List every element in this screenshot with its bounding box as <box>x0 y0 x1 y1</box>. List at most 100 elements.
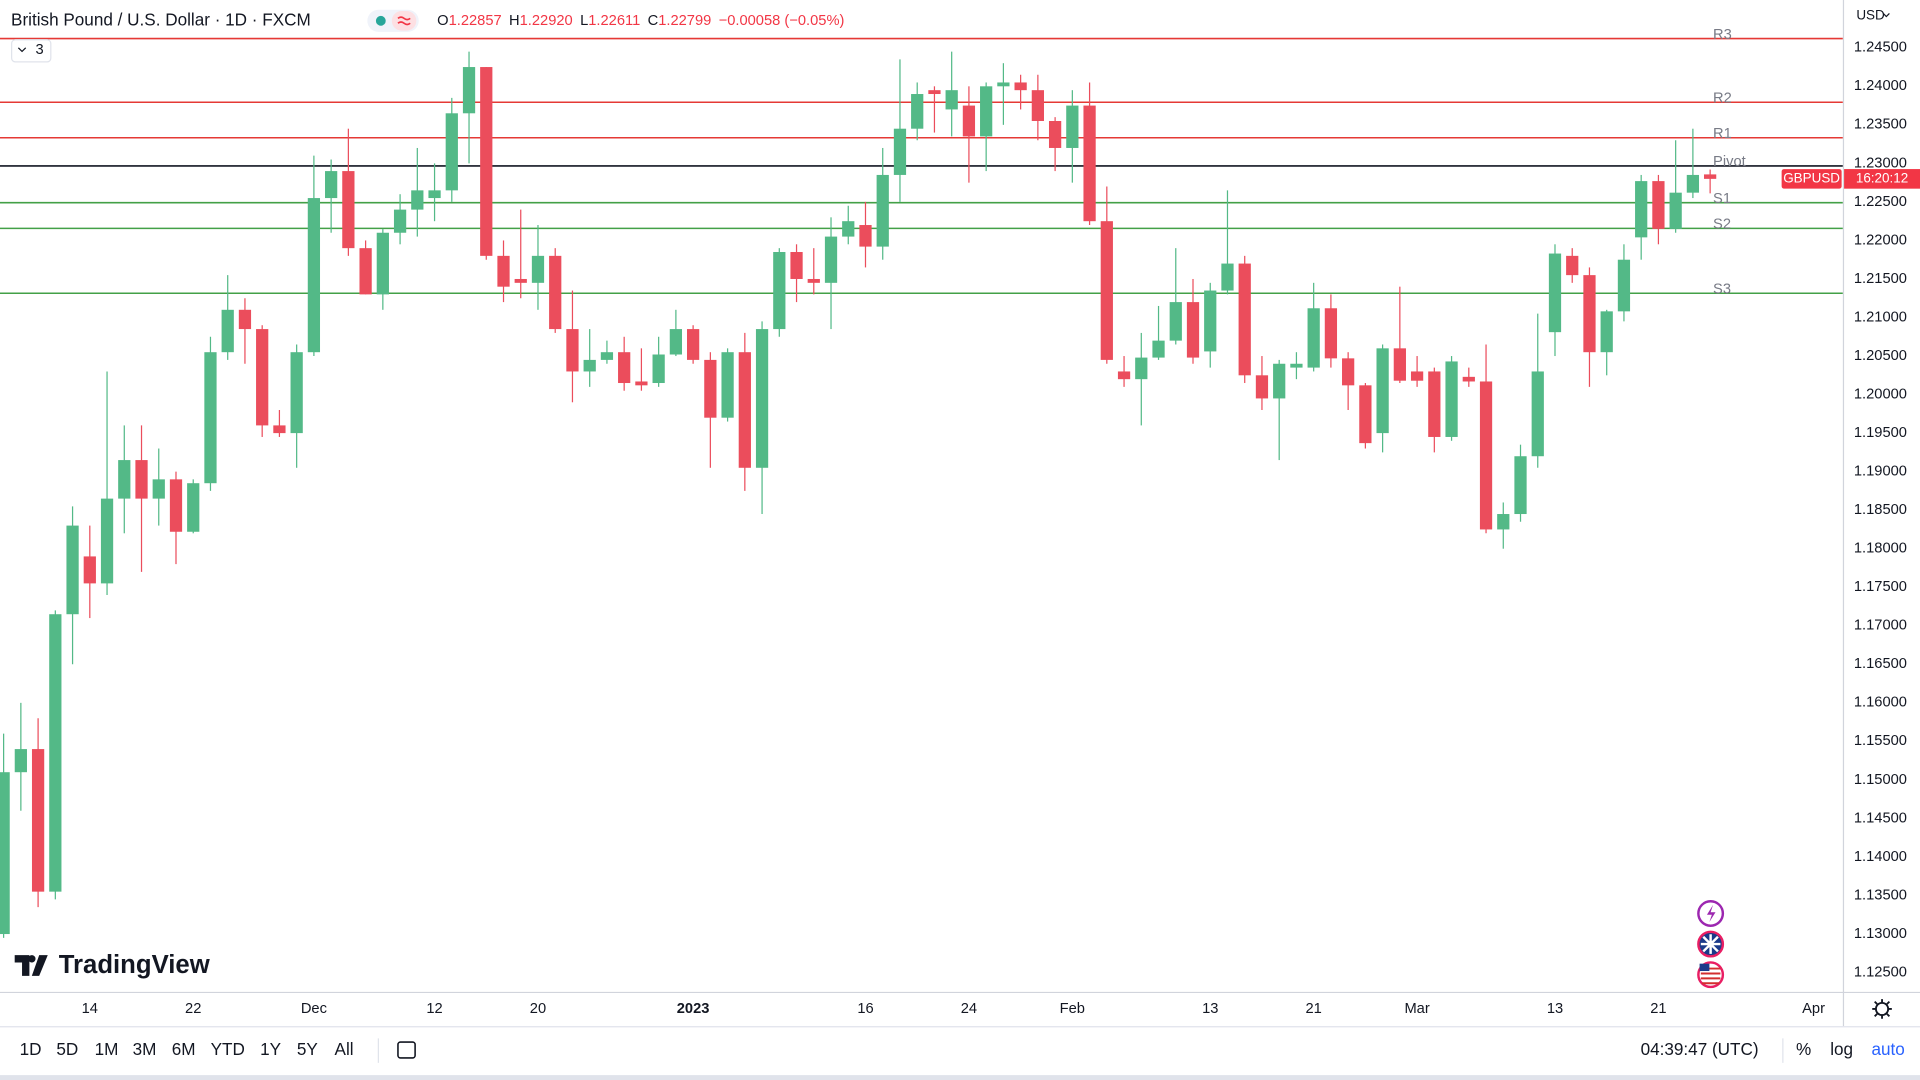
countdown: 16:20:12 <box>1856 170 1908 185</box>
candle-body <box>842 221 855 237</box>
candle-body <box>445 113 458 191</box>
range-button[interactable]: 6M <box>172 1039 196 1059</box>
candle-body <box>1324 308 1338 359</box>
logo: TradingView <box>14 951 211 979</box>
candle-body <box>359 248 372 295</box>
bottom-strip <box>0 1075 1920 1080</box>
clock[interactable]: 04:39:47 (UTC) <box>1641 1039 1759 1059</box>
candle-body <box>152 479 165 499</box>
pivot-label: S1 <box>1713 191 1731 207</box>
y-tick-label: 1.20000 <box>1854 386 1907 402</box>
indicator-box[interactable] <box>11 39 52 63</box>
indicator-toggle[interactable]: 3 <box>11 39 52 63</box>
logo-mark <box>14 955 48 976</box>
candle-body <box>1031 90 1044 121</box>
candle-body <box>1514 456 1527 515</box>
candle-body <box>204 352 217 484</box>
y-tick-label: 1.22000 <box>1854 232 1907 248</box>
ohlc-key: H <box>509 13 520 29</box>
candle-body <box>618 352 631 384</box>
ohlc-key: C <box>648 13 659 29</box>
candle-body <box>1583 275 1596 353</box>
x-tick-label: 14 <box>82 1001 98 1017</box>
ohlc-value: 1.22857 <box>449 13 502 29</box>
y-tick-label: 1.19500 <box>1854 425 1907 441</box>
candle-body <box>393 209 407 233</box>
pivot-label: R1 <box>1713 126 1732 142</box>
candle-body <box>635 381 648 386</box>
range-button[interactable]: All <box>335 1039 354 1059</box>
candle-body <box>1617 259 1631 312</box>
candle-body <box>600 352 614 360</box>
candle-body <box>997 82 1010 87</box>
x-tick-label: 16 <box>857 1001 873 1017</box>
scale-option[interactable]: auto <box>1871 1039 1904 1059</box>
y-tick-label: 1.17000 <box>1854 618 1907 634</box>
x-tick-label: 22 <box>185 1001 201 1017</box>
candle-body <box>273 425 286 434</box>
pivot-label: Pivot <box>1713 154 1746 170</box>
ohlc-key: O <box>437 13 448 29</box>
x-tick-label: 20 <box>530 1001 546 1017</box>
y-tick-label: 1.16500 <box>1854 656 1907 672</box>
range-button[interactable]: 5D <box>56 1039 78 1059</box>
date-range-icon[interactable] <box>397 1041 416 1059</box>
pivot-label: S3 <box>1713 281 1731 297</box>
candle-body <box>1100 221 1113 360</box>
candle-body <box>945 90 958 110</box>
plot-area: R3 R2 R1 Pivot S1 S2 S3 <box>0 27 1843 938</box>
y-tick-label: 1.22500 <box>1854 194 1907 210</box>
range-button[interactable]: YTD <box>211 1039 245 1059</box>
candle-body <box>704 359 717 418</box>
candle-body <box>807 278 820 283</box>
candle-body <box>755 329 769 468</box>
logo-text: TradingView <box>59 951 211 979</box>
candle-body <box>0 772 10 935</box>
settings[interactable] <box>1872 999 1892 1019</box>
scale-option[interactable]: % <box>1796 1039 1811 1059</box>
market-open-dot <box>375 15 386 26</box>
range-button[interactable]: 3M <box>133 1039 157 1059</box>
candle-body <box>462 67 476 114</box>
candle-body <box>1014 82 1027 91</box>
scale-option[interactable]: log <box>1830 1039 1853 1059</box>
range-button[interactable]: 1Y <box>260 1039 282 1059</box>
y-tick-label: 1.20500 <box>1854 348 1907 364</box>
candle-body <box>135 460 148 499</box>
x-tick-label: 13 <box>1202 1001 1218 1017</box>
y-tick-label: 1.19000 <box>1854 464 1907 480</box>
candle-body <box>325 171 338 199</box>
candle-body <box>1393 348 1406 381</box>
candle-body <box>1635 181 1648 238</box>
candle-body <box>531 255 545 283</box>
x-tick-label: 21 <box>1305 1001 1321 1017</box>
candle-body <box>549 255 562 330</box>
candle-body <box>1531 371 1544 457</box>
ohlc-key: L <box>580 13 588 29</box>
delay-badge <box>391 11 417 31</box>
range-button[interactable]: 1D <box>20 1039 42 1059</box>
y-tick-label: 1.14000 <box>1854 849 1907 865</box>
candle-body <box>31 749 45 892</box>
currency[interactable]: USD <box>1856 7 1885 22</box>
range-button[interactable]: 5Y <box>297 1039 319 1059</box>
candle-body <box>928 90 941 95</box>
y-tick-label: 1.13000 <box>1854 926 1907 942</box>
delay-icon <box>397 16 411 26</box>
candle-body <box>1652 181 1665 229</box>
candle-body <box>411 190 424 210</box>
candle-body <box>1066 105 1079 148</box>
candle-body <box>428 190 441 199</box>
candle-body <box>738 352 751 468</box>
candle-body <box>1307 308 1320 368</box>
range-button[interactable]: 1M <box>95 1039 119 1059</box>
candle-body <box>1686 174 1700 193</box>
currency-chevron <box>1882 13 1890 18</box>
candle-body <box>1376 348 1389 434</box>
x-tick-label: 21 <box>1650 1001 1666 1017</box>
chevron <box>17 47 27 53</box>
candle-body <box>1169 302 1182 341</box>
event-icons[interactable] <box>1697 900 1725 989</box>
